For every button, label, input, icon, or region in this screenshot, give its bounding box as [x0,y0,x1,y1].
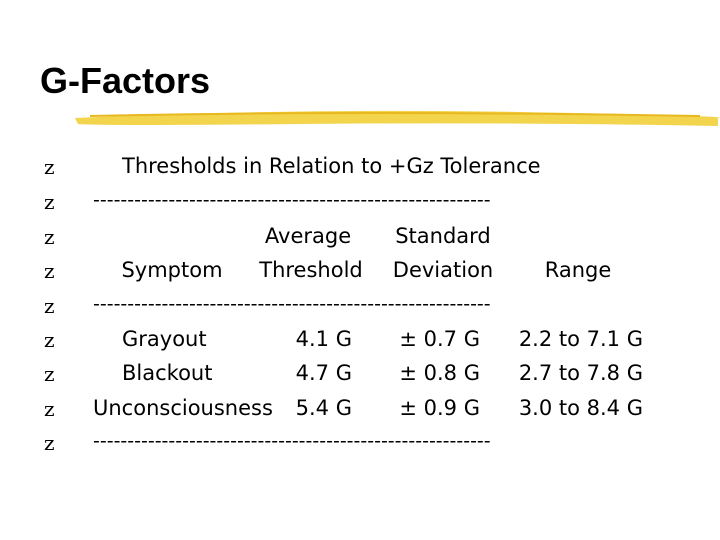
subtitle: Thresholds in Relation to +Gz Tolerance [122,154,541,178]
column-header: Deviation [392,258,494,282]
cell: 5.4 G [295,396,352,420]
bullet: z [44,397,55,421]
bullet: z [44,190,55,214]
cell: 2.2 to 7.1 G [518,327,643,351]
header-top: Average [264,224,352,248]
bullet: z [44,155,55,179]
slide-title: G-Factors [40,60,211,101]
cell: ± 0.9 G [399,396,480,420]
rule: ----------------------------------------… [93,430,491,452]
cell: Blackout [122,361,213,385]
header-top: Standard [395,224,491,248]
column-header: Symptom [121,258,223,282]
cell: 2.7 to 7.8 G [518,361,643,385]
bullet: z [44,294,55,318]
rule: ----------------------------------------… [93,293,491,315]
cell: ± 0.8 G [399,361,480,385]
bullet: z [44,225,55,249]
bullet: z [44,328,55,352]
cell: 4.7 G [295,361,352,385]
cell: 3.0 to 8.4 G [518,396,643,420]
column-header: Threshold [259,258,363,282]
cell: ± 0.7 G [399,327,480,351]
bullet: z [44,259,55,283]
bullet: z [44,431,55,455]
rule: ----------------------------------------… [93,189,491,211]
bullet: z [44,362,55,386]
cell: 4.1 G [295,327,352,351]
cell: Unconsciousness [93,396,273,420]
column-header: Range [544,258,612,282]
cell: Grayout [122,327,207,351]
